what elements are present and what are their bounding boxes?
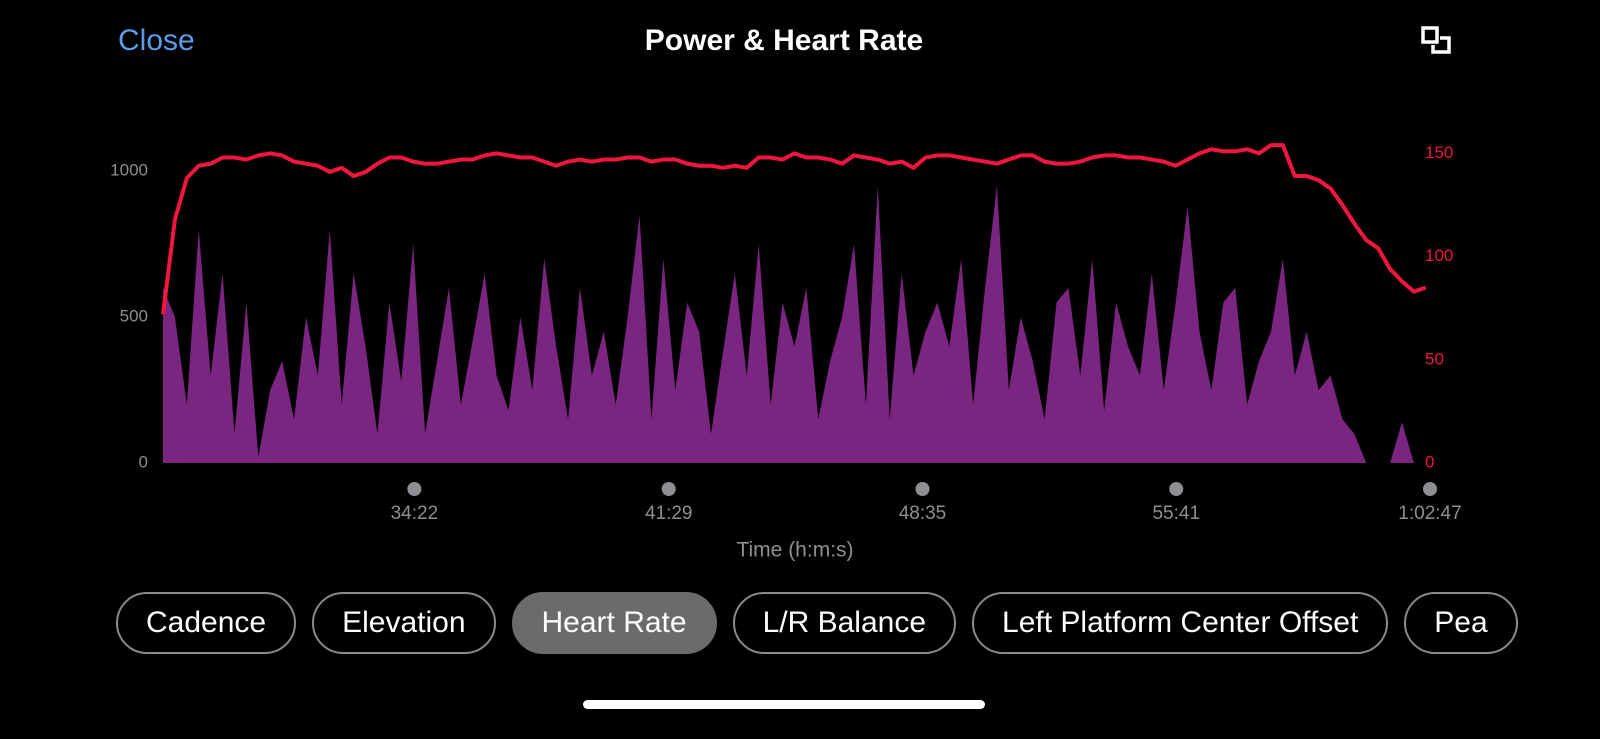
close-button[interactable]: Close bbox=[118, 24, 195, 57]
x-tick-label: 48:35 bbox=[899, 503, 947, 524]
x-tick-dot bbox=[407, 482, 422, 496]
x-tick-dot bbox=[1169, 482, 1184, 496]
y2-tick-label: 100 bbox=[1425, 246, 1453, 265]
y-tick-label: 1000 bbox=[110, 161, 148, 180]
x-tick-label: 34:22 bbox=[391, 503, 439, 524]
y-tick-label: 0 bbox=[139, 452, 148, 471]
metric-chip[interactable]: Heart Rate bbox=[511, 592, 717, 654]
x-tick-dot bbox=[1423, 482, 1437, 496]
metric-chip[interactable]: Elevation bbox=[312, 592, 496, 654]
x-tick-label: 1:02:47 bbox=[1398, 503, 1461, 524]
y2-tick-label: 150 bbox=[1425, 143, 1453, 162]
icon-part bbox=[1421, 26, 1439, 44]
x-tick-label: 41:29 bbox=[645, 503, 693, 524]
chip-row: Cadence Elevation Heart Rate L/R Balance Lef… bbox=[116, 592, 1518, 654]
power-area bbox=[163, 185, 1426, 464]
x-tick-dot bbox=[661, 482, 676, 496]
home-indicator bbox=[583, 700, 985, 709]
metric-chip[interactable]: Cadence bbox=[116, 592, 297, 654]
x-axis-label: Time (h:m:s) bbox=[736, 539, 853, 562]
title: Power & Heart Rate bbox=[645, 24, 923, 57]
expand-icon[interactable] bbox=[1421, 26, 1451, 54]
x-tick-label: 55:41 bbox=[1152, 503, 1200, 524]
metric-chip[interactable]: Pea bbox=[1404, 592, 1518, 654]
y2-tick-label: 0 bbox=[1425, 452, 1434, 471]
x-tick-dot bbox=[915, 482, 930, 496]
y-tick-label: 500 bbox=[120, 307, 148, 326]
y2-tick-label: 50 bbox=[1425, 349, 1444, 368]
icon-part bbox=[1431, 36, 1451, 54]
heart-rate-line bbox=[161, 143, 1427, 315]
metric-chip[interactable]: Left Platform Center Offset bbox=[972, 592, 1389, 654]
metric-chip[interactable]: L/R Balance bbox=[732, 592, 957, 654]
